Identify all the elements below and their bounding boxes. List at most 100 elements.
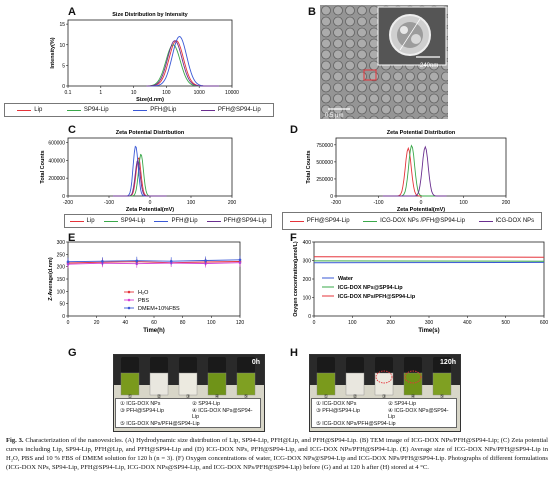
- y-tick-label: 600000: [48, 140, 65, 146]
- panel-label-g: G: [68, 347, 77, 359]
- zeta-potential-chart-d: Zeta Potential Distribution 0 250000 500000…: [306, 130, 511, 212]
- legend-label: PBS: [138, 298, 149, 304]
- legend-label: H₂O: [138, 290, 149, 296]
- y-tick-label: 100: [303, 296, 312, 302]
- legend-swatch: [103, 220, 118, 222]
- vial-liquid: [236, 372, 256, 396]
- vial-number: ④: [411, 394, 416, 400]
- legend-swatch: [289, 220, 304, 222]
- legend-item: PFH@SP94-Lip: [206, 218, 267, 224]
- y-axis-label: Oxygen concentration(μmol/L): [293, 241, 299, 317]
- x-tick-label: 80: [180, 320, 186, 326]
- legend-label: ICG-DOX NPs: [495, 218, 535, 224]
- series-line: [67, 259, 241, 263]
- legend-swatch: [133, 109, 148, 111]
- vial-number: ⑤: [244, 394, 249, 400]
- time-label: 120h: [440, 359, 456, 366]
- x-tick-label: -200: [331, 200, 341, 206]
- chart-title: Zeta Potential Distribution: [387, 130, 456, 136]
- plot-frame: [335, 137, 507, 197]
- y-tick-label: 150: [57, 277, 66, 283]
- legend-swatch: [17, 109, 32, 111]
- x-tick-label: 10000: [225, 90, 239, 96]
- x-tick-label: 100: [187, 200, 196, 206]
- legend-label: Lip: [86, 218, 95, 224]
- vials-legend-120h: ① ICG-DOX NPs ② SP94-Lip ③ PFH@SP94-Lip ④ I…: [311, 398, 457, 428]
- legend-label: SP94-Lip: [120, 218, 146, 224]
- y-axis-label: Total Counts: [40, 150, 46, 183]
- x-tick-label: 1000: [194, 90, 205, 96]
- vial-cap: [317, 357, 335, 373]
- y-tick-label: 750000: [316, 143, 333, 149]
- vial-cap: [121, 357, 139, 373]
- legend-item: PFH@SP94-Lip: [200, 107, 261, 113]
- y-tick-label: 300: [303, 259, 312, 265]
- y-tick-label: 500000: [316, 160, 333, 166]
- x-tick-label: 0: [67, 320, 70, 326]
- legend-label: PFH@SP94-Lip: [223, 218, 267, 224]
- y-tick-label: 300: [57, 240, 66, 246]
- legend-item: PFH@SP94-Lip: [289, 218, 350, 224]
- vial-liquid: [345, 372, 365, 396]
- legend-item: Lip: [17, 107, 42, 113]
- plot-frame: [67, 19, 233, 87]
- legend-item: PFH@Lip: [133, 107, 176, 113]
- x-tick-label: 100: [459, 200, 468, 206]
- series-line: [382, 144, 447, 197]
- y-tick-label: 250000: [316, 177, 333, 183]
- vial-legend-item: ① ICG-DOX NPs: [120, 401, 161, 407]
- series-line: [113, 159, 167, 197]
- x-axis-label: Zeta Potential(mV): [126, 207, 174, 212]
- y-tick-label: 100: [57, 289, 66, 295]
- legend-swatch: [363, 220, 378, 222]
- x-tick-label: 200: [502, 200, 511, 206]
- zeta-legend-c: Lip SP94-Lip PFH@Lip PFH@SP94-Lip: [64, 214, 272, 228]
- y-tick-label: 200000: [48, 176, 65, 182]
- legend-label: Water: [338, 276, 354, 282]
- y-tick-label: 0: [62, 84, 65, 90]
- chart-title: Size Distribution by Intensity: [112, 12, 188, 18]
- vial-legend-item: ④ ICG-DOX NPs@SP94-Lip: [388, 408, 449, 420]
- series-line: [146, 40, 219, 87]
- legend-label: PFH@Lip: [150, 107, 177, 113]
- vial-liquid: [403, 372, 423, 396]
- panel-label-h: H: [290, 347, 298, 359]
- vial-number: ①: [324, 394, 329, 400]
- data-point: [169, 259, 173, 263]
- series-line: [382, 145, 447, 197]
- vial-cap: [404, 357, 422, 373]
- legend-marker: [127, 298, 131, 302]
- data-point: [135, 259, 139, 263]
- legend-item: SP94-Lip: [66, 107, 109, 113]
- legend-label: DMEM+10%FBS: [138, 306, 180, 312]
- x-tick-label: -100: [104, 200, 114, 206]
- panel-label-d: D: [290, 124, 298, 136]
- x-tick-label: 200: [228, 200, 237, 206]
- x-tick-label: 600: [540, 320, 549, 326]
- y-tick-label: 200: [57, 265, 66, 271]
- legend-swatch: [478, 220, 493, 222]
- vial-liquid: [207, 372, 227, 396]
- x-tick-label: 0: [313, 320, 316, 326]
- vial-number: ②: [157, 394, 162, 400]
- y-axis-label: Z-Average(d.nm): [48, 257, 54, 301]
- vial-liquid: [178, 372, 198, 396]
- x-tick-label: 0.1: [65, 90, 72, 96]
- vial-legend-item: ③ PFH@SP94-Lip: [120, 408, 164, 414]
- x-tick-label: 400: [463, 320, 472, 326]
- x-tick-label: 100: [162, 90, 171, 96]
- x-tick-label: -200: [63, 200, 73, 206]
- x-tick-label: 10: [131, 90, 137, 96]
- vial-number: ③: [186, 394, 191, 400]
- time-label: 0h: [252, 359, 260, 366]
- vial-legend-item: ⑤ ICG-DOX NPs/PFH@SP94-Lip: [120, 421, 200, 427]
- y-tick-label: 400000: [48, 158, 65, 164]
- caption-text: Characterization of the nanovesicles. (A…: [6, 437, 548, 471]
- panel-label-c: C: [68, 124, 76, 136]
- x-tick-label: 120: [236, 320, 245, 326]
- vial-cap: [375, 357, 393, 373]
- legend-swatch: [66, 109, 81, 111]
- vial-cap: [433, 357, 451, 373]
- data-point: [238, 258, 242, 262]
- zeta-legend-d: PFH@SP94-Lip ICG-DOX NPs /PFH@SP94-Lip ICG…: [282, 212, 542, 230]
